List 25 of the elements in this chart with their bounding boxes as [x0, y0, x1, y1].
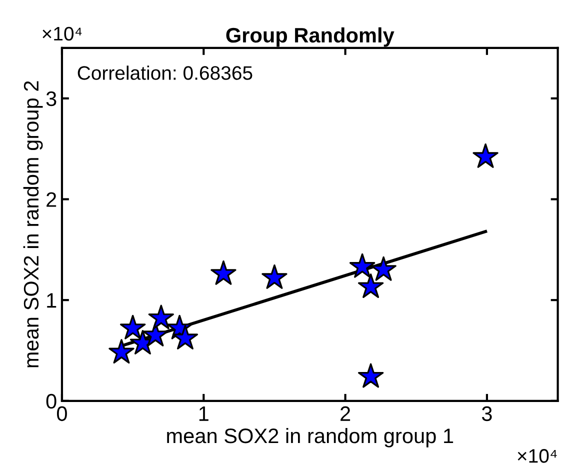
point [358, 274, 384, 298]
point [472, 143, 498, 168]
point [120, 314, 146, 340]
point [349, 253, 376, 278]
chart-title: Group Randomly [226, 27, 394, 47]
x-tick-label: 1 [199, 406, 208, 421]
y-tick-label: 1 [47, 293, 56, 308]
x-tick-label: 2 [340, 406, 350, 421]
point [148, 304, 174, 330]
point [262, 264, 288, 289]
point [370, 256, 396, 281]
y-tick-label: 0 [46, 394, 56, 409]
point [210, 260, 236, 285]
annotation: Correlation: 0.68365 [78, 66, 252, 80]
point [108, 339, 134, 364]
y-tick-label: 3 [46, 91, 56, 106]
text: ×10⁴ [42, 26, 82, 41]
x-tick-label: 3 [482, 406, 492, 422]
x-axis-title: mean SOX2 in random group 1 [167, 428, 454, 448]
text: ×10⁴ [518, 449, 557, 463]
point [172, 324, 198, 350]
y-tick-label: 2 [46, 192, 56, 207]
point [358, 363, 384, 388]
x-tick-label: 0 [57, 406, 67, 422]
y-axis-title: mean SOX2 in random group 2 [23, 81, 43, 368]
